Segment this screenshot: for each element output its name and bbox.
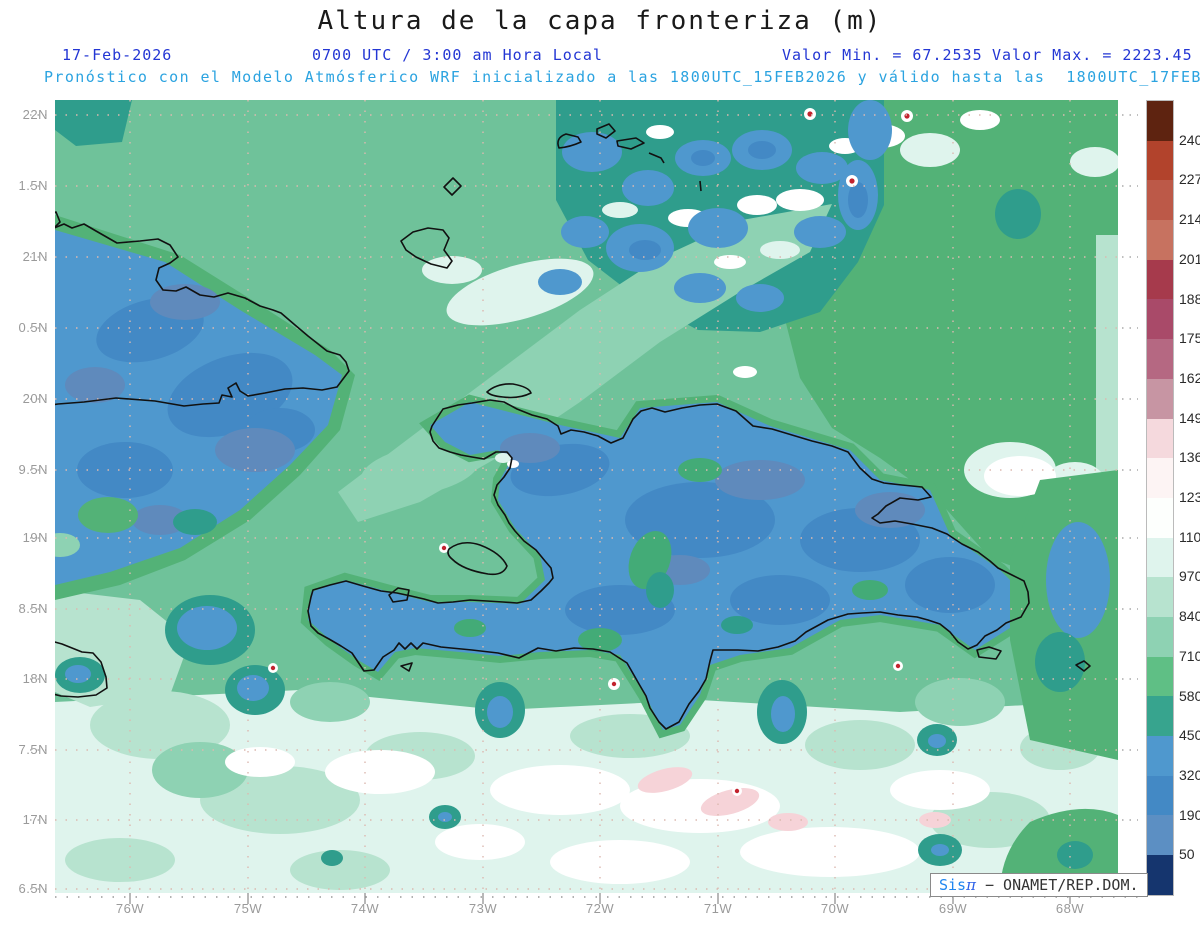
colorbar-label: 970 — [1179, 568, 1200, 585]
colorbar-segment — [1147, 339, 1173, 379]
y-tick-label: 6.5N — [18, 881, 48, 896]
colorbar-label: 190 — [1179, 806, 1200, 823]
colorbar-segment — [1147, 577, 1173, 617]
colorbar-label: 580 — [1179, 687, 1200, 704]
y-tick-label: 18N — [22, 671, 48, 686]
coastline-little-inagua — [443, 177, 462, 196]
colorbar-label: 450 — [1179, 727, 1200, 744]
y-tick-label: 19N — [22, 530, 48, 545]
coastline-hispaniola — [307, 399, 1030, 730]
y-tick-label: 0.5N — [18, 320, 48, 335]
x-tick-label: 74W — [350, 901, 380, 916]
coastline-cayemite — [388, 587, 410, 603]
coastline-jamaica — [55, 641, 108, 698]
colorbar-segment — [1147, 418, 1173, 459]
colorbar-label: 2010 — [1179, 250, 1200, 267]
colorbar-label: 1360 — [1179, 449, 1200, 466]
x-tick-label: 69W — [938, 901, 968, 916]
colorbar-segment — [1147, 855, 1173, 895]
colorbar-segment — [1147, 736, 1173, 776]
colorbar-segment — [1147, 696, 1173, 736]
colorbar-label: 1490 — [1179, 409, 1200, 426]
y-tick-label: 1.5N — [18, 178, 48, 193]
x-tick-label: 73W — [468, 901, 498, 916]
forecast-time: 0700 UTC / 3:00 am Hora Local — [312, 46, 603, 64]
brand-label: Sis — [939, 876, 967, 894]
colorbar-segment — [1147, 259, 1173, 300]
coastline-great-inagua — [400, 227, 453, 269]
coastline-cuba — [55, 211, 350, 407]
coastline-providenciales — [557, 133, 582, 149]
colorbar-label: 1620 — [1179, 369, 1200, 386]
colorbar-label: 1100 — [1179, 528, 1200, 545]
colorbar-label: 2270 — [1179, 171, 1200, 188]
colorbar-label: 2140 — [1179, 211, 1200, 228]
y-tick-label: 7.5N — [18, 742, 48, 757]
attribution-text: − ONAMET/REP.DOM. — [975, 876, 1139, 894]
colorbar-segment — [1147, 537, 1173, 578]
x-tick-label: 70W — [820, 901, 850, 916]
colorbar-segment — [1147, 497, 1173, 538]
colorbar — [1146, 100, 1174, 896]
x-tick-label: 68W — [1055, 901, 1085, 916]
coastline-middle-caicos — [616, 137, 645, 150]
colorbar-segment — [1147, 815, 1173, 856]
x-tick-label: 71W — [703, 901, 733, 916]
model-info: Pronóstico con el Modelo Atmósferico WRF… — [44, 68, 1200, 86]
colorbar-segment — [1147, 458, 1173, 498]
colorbar-segment — [1147, 616, 1173, 657]
colorbar-segment — [1147, 101, 1173, 141]
coastlines — [55, 123, 1091, 730]
colorbar-segment — [1147, 775, 1173, 816]
y-tick-label: 8.5N — [18, 601, 48, 616]
x-tick-label: 72W — [585, 901, 615, 916]
contour-pink-patches — [637, 767, 951, 831]
coastline-gonave — [447, 541, 508, 576]
value-max: Valor Max. = 2223.45 — [992, 46, 1193, 64]
colorbar-label: 320 — [1179, 766, 1200, 783]
y-tick-label: 22N — [22, 107, 48, 122]
colorbar-label: 710 — [1179, 647, 1200, 664]
colorbar-label: 50 — [1179, 846, 1195, 863]
y-tick-label: 9.5N — [18, 462, 48, 477]
colorbar-label: 1230 — [1179, 489, 1200, 505]
coastline-saona — [976, 646, 1002, 660]
page-title: Altura de la capa fronteriza (m) — [317, 6, 883, 36]
coastline-north-caicos — [596, 123, 616, 139]
coastline-mona — [1075, 660, 1091, 672]
colorbar-segment — [1147, 656, 1173, 697]
coastline-south-caicos — [648, 152, 665, 164]
colorbar-label: 840 — [1179, 608, 1200, 625]
coastline-grand-turk — [699, 180, 702, 192]
attribution-badge: Sisπ − ONAMET/REP.DOM. — [930, 873, 1148, 897]
contour-max-specks — [268, 108, 913, 796]
value-min: Valor Min. = 67.2535 — [782, 46, 983, 64]
colorbar-segment — [1147, 220, 1173, 260]
contour-field — [55, 100, 1118, 893]
colorbar-label: 1880 — [1179, 290, 1200, 307]
forecast-date: 17-Feb-2026 — [62, 46, 173, 64]
y-tick-label: 21N — [22, 249, 48, 264]
colorbar-label: 2400 — [1179, 131, 1200, 148]
colorbar-label: 1750 — [1179, 330, 1200, 347]
y-tick-label: 20N — [22, 391, 48, 406]
y-tick-label: 17N — [22, 812, 48, 827]
coastline-ile-a-vache — [400, 662, 413, 672]
colorbar-segment — [1147, 140, 1173, 181]
colorbar-segment — [1147, 299, 1173, 340]
colorbar-segment — [1147, 378, 1173, 419]
x-tick-label: 75W — [233, 901, 263, 916]
pi-symbol: π — [966, 876, 976, 894]
colorbar-segment — [1147, 180, 1173, 221]
coastline-tortue — [486, 383, 532, 399]
x-tick-label: 76W — [115, 901, 145, 916]
